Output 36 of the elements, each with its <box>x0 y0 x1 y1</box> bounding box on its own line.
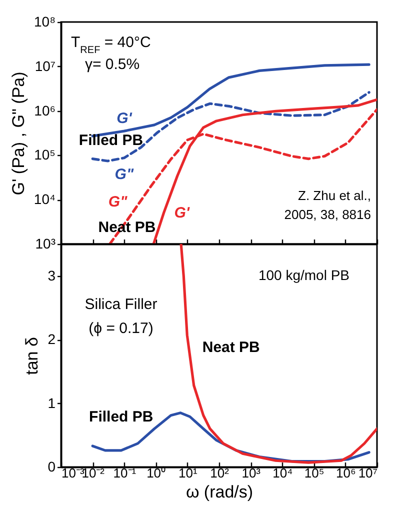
annotation: Filled PB <box>78 132 144 149</box>
x-tick-label: 10² <box>210 466 230 480</box>
x-tick-label: 10³ <box>242 466 262 480</box>
x-tick-label: 10¹ <box>178 466 198 480</box>
y-tick-label: 1 <box>48 394 56 411</box>
x-tick-label: 10⁵ <box>304 466 324 480</box>
series-label: Filled PB <box>89 408 154 426</box>
x-tick-label: 10⁴ <box>272 466 293 480</box>
y-tick-label: 10⁷ <box>34 58 56 74</box>
y-axis-title: tan δ <box>22 337 42 375</box>
y-axis-title: G' (Pa) , G" (Pa) <box>8 72 28 196</box>
series-label: G' <box>116 110 132 128</box>
y-tick-label: 10⁵ <box>34 146 56 163</box>
series-label: G' <box>174 204 190 222</box>
x-axis-title: ω (rad/s) <box>186 482 254 502</box>
series-label: G" <box>108 193 128 210</box>
y-tick-label: 10⁶ <box>34 102 56 118</box>
y-tick-label: 10⁸ <box>34 14 56 30</box>
y-tick-label: 2 <box>48 331 56 348</box>
annotation: Z. Zhu et al., <box>298 188 371 203</box>
y-tick-label: 0 <box>48 458 56 474</box>
annotation: Silica Filler <box>84 296 158 313</box>
series-label: Neat PB <box>202 339 260 356</box>
series-label: G" <box>114 166 134 183</box>
x-tick-label: 10⁻¹ <box>113 466 137 480</box>
annotation: 100 kg/mol PB <box>258 267 350 283</box>
x-tick-label: 10⁷ <box>358 466 378 480</box>
annotation: 2005, 38, 8816 <box>284 207 371 222</box>
annotation: (ϕ = 0.17) <box>88 320 154 337</box>
annotation: γ= 0.5% <box>85 56 140 73</box>
annotation: T$_{REF}$ = 40°C <box>71 34 151 56</box>
y-tick-label: 10³ <box>35 236 56 252</box>
annotation: Neat PB <box>98 219 156 236</box>
x-tick-label: 10⁶ <box>336 466 356 480</box>
y-tick-label: 10⁴ <box>34 191 56 208</box>
y-tick-label: 3 <box>48 267 56 284</box>
